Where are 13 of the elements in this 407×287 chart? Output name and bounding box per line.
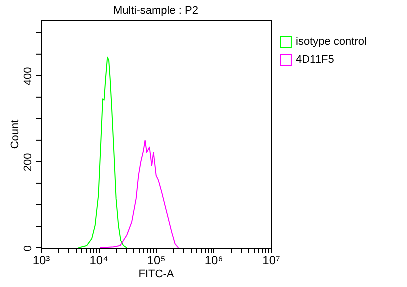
x-tick-label: 10³ (32, 254, 50, 268)
x-tick-label: 10⁴ (90, 254, 108, 268)
y-tick-label: 200 (22, 153, 34, 172)
y-tick-label: 400 (22, 67, 34, 86)
legend-label: isotype control (296, 36, 367, 48)
x-tick-label: 10⁶ (204, 254, 224, 268)
y-tick-label: 0 (22, 245, 34, 252)
x-axis-title: FITC-A (138, 268, 175, 280)
x-tick-label: 10⁵ (147, 254, 166, 268)
chart-title: Multi-sample : P2 (114, 5, 198, 17)
legend-label: 4D11F5 (296, 54, 334, 66)
x-tick-label: 10⁷ (262, 254, 280, 268)
y-axis-title: Count (10, 120, 22, 150)
